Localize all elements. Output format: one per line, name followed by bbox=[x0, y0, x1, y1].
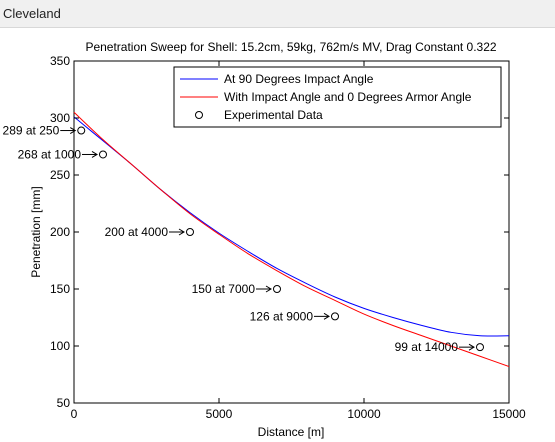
legend-label: With Impact Angle and 0 Degrees Armor An… bbox=[224, 90, 472, 104]
x-axis-label: Distance [m] bbox=[258, 425, 325, 439]
annotation-label: 150 at 7000 bbox=[192, 282, 256, 296]
data-point bbox=[476, 343, 484, 352]
y-tick-label: 50 bbox=[57, 396, 71, 410]
arrow-head bbox=[91, 151, 98, 158]
y-tick-label: 250 bbox=[50, 168, 70, 182]
y-tick-label: 300 bbox=[50, 111, 70, 125]
series-line-2 bbox=[73, 111, 510, 367]
chart-title: Penetration Sweep for Shell: 15.2cm, 59k… bbox=[85, 40, 496, 54]
legend-item: With Impact Angle and 0 Degrees Armor An… bbox=[180, 90, 472, 104]
window-title-bar: Cleveland bbox=[0, 0, 555, 28]
window-title: Cleveland bbox=[3, 6, 61, 21]
data-annotation: 126 at 9000 bbox=[250, 309, 330, 323]
arrow-head bbox=[323, 312, 330, 320]
annotation-label: 99 at 14000 bbox=[395, 340, 459, 354]
data-annotation: 200 at 4000 bbox=[105, 225, 185, 239]
arrow-head bbox=[468, 343, 475, 351]
x-tick-label: 15000 bbox=[492, 407, 526, 421]
x-tick-label: 10000 bbox=[347, 407, 381, 421]
data-point bbox=[77, 126, 86, 135]
y-tick-label: 150 bbox=[50, 282, 70, 296]
x-tick-label: 0 bbox=[71, 407, 78, 421]
data-point bbox=[331, 312, 339, 321]
y-axis-label: Penetration [mm] bbox=[29, 186, 43, 277]
data-point bbox=[186, 228, 194, 236]
legend-label: At 90 Degrees Impact Angle bbox=[224, 72, 374, 86]
annotation-label: 126 at 9000 bbox=[250, 309, 314, 323]
legend-item: At 90 Degrees Impact Angle bbox=[180, 72, 374, 86]
arrow-head bbox=[69, 127, 77, 134]
y-tick-label: 350 bbox=[50, 54, 70, 68]
x-tick-label: 5000 bbox=[206, 407, 233, 421]
legend-item: Experimental Data bbox=[195, 108, 323, 122]
data-annotation: 99 at 14000 bbox=[395, 340, 475, 354]
data-point bbox=[273, 285, 281, 293]
data-point bbox=[99, 150, 107, 159]
legend-label: Experimental Data bbox=[224, 108, 323, 122]
data-annotation: 289 at 250 bbox=[3, 124, 77, 138]
arrow-head bbox=[265, 285, 272, 293]
annotation-label: 200 at 4000 bbox=[105, 225, 169, 239]
annotation-label: 268 at 1000 bbox=[18, 147, 82, 161]
legend-swatch bbox=[195, 111, 203, 119]
data-annotation: 150 at 7000 bbox=[192, 282, 272, 296]
arrow-head bbox=[178, 228, 185, 236]
annotation-label: 289 at 250 bbox=[3, 124, 60, 138]
y-tick-label: 100 bbox=[50, 339, 70, 353]
y-tick-label: 200 bbox=[50, 225, 70, 239]
legend-box bbox=[173, 66, 502, 128]
data-annotation: 268 at 1000 bbox=[18, 147, 98, 161]
